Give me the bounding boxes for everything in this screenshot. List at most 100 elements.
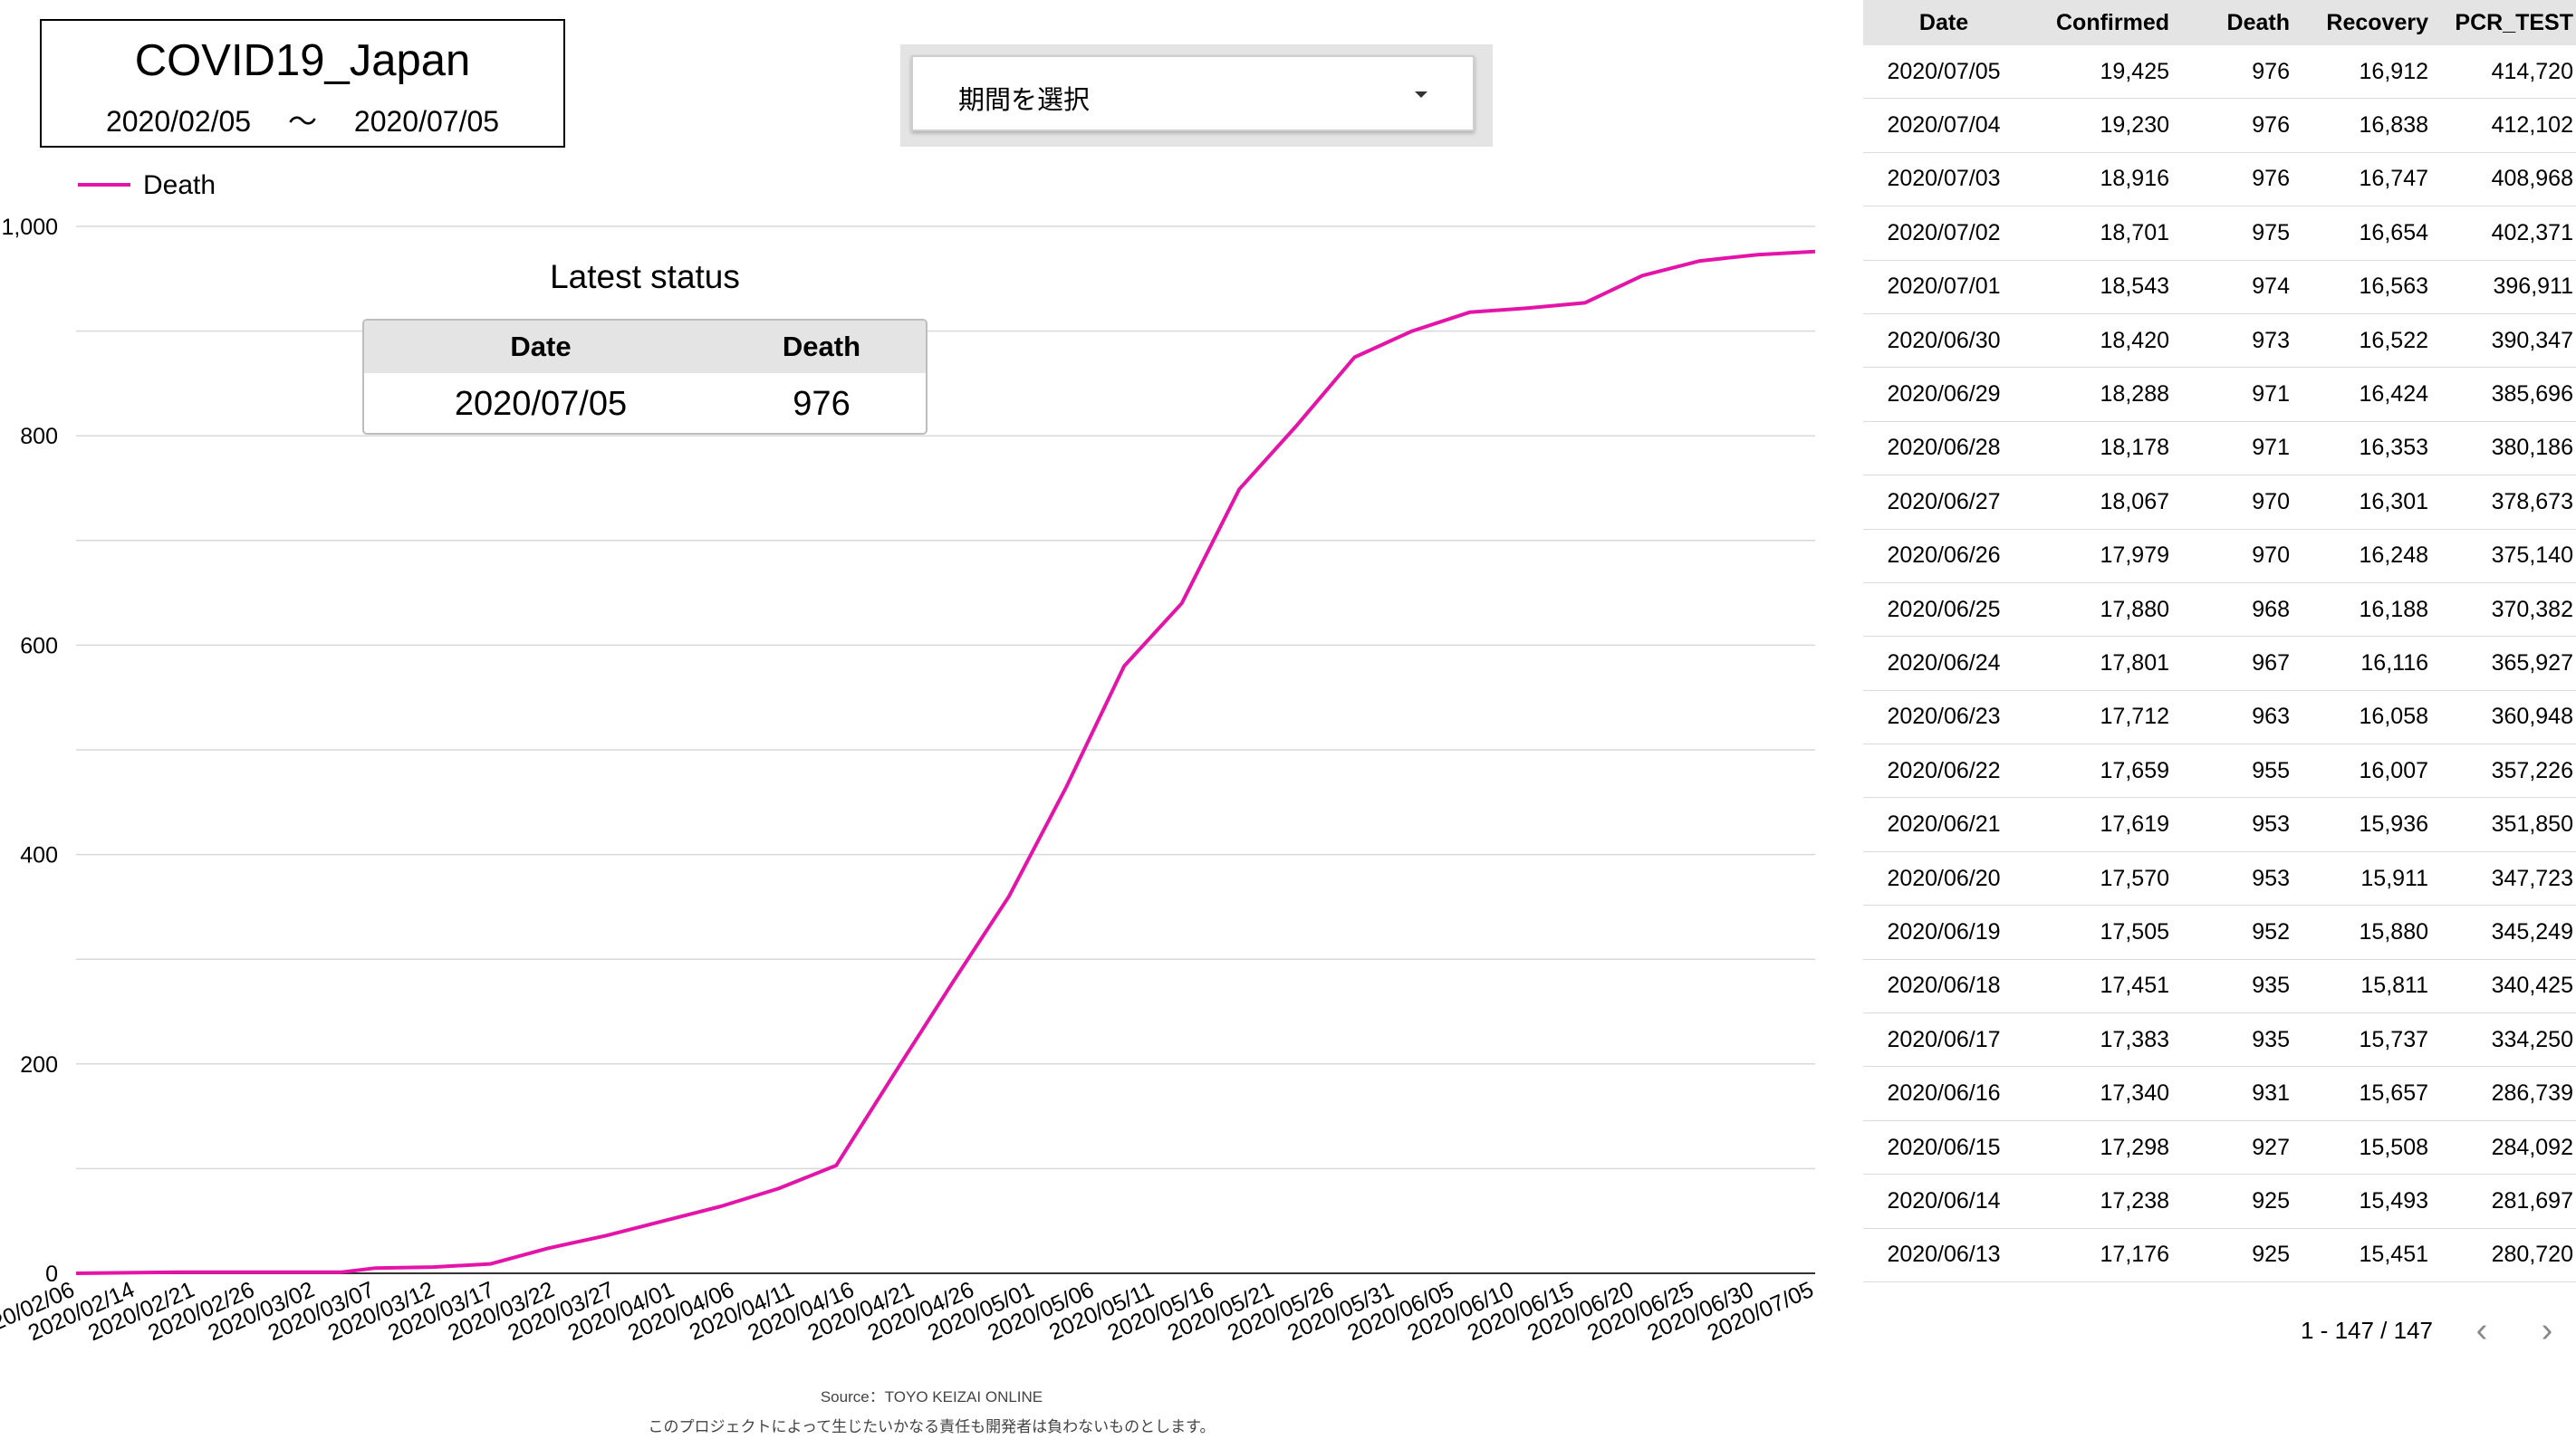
table-row[interactable]: 2020/06/27 18,067 970 16,301 378,673 [1863,475,2576,530]
y-tick-label: 0 [45,1262,58,1287]
date-range: 2020/02/05 〜 2020/07/05 [42,99,563,140]
table-row[interactable]: 2020/07/04 19,230 976 16,838 412,102 [1863,99,2576,153]
period-selector-container: 期間を選択 [900,44,1493,147]
table-row[interactable]: 2020/06/24 17,801 967 16,116 365,927 [1863,637,2576,691]
date-from: 2020/02/05 [105,105,252,138]
report-title: COVID19_Japan [134,36,471,85]
report-title-box: COVID19_Japan 2020/02/05 〜 2020/07/05 [40,19,565,148]
cell-date: 2020/06/13 [1887,1242,2001,1268]
cell-date: 2020/06/16 [1887,1080,2001,1107]
latest-status-card: Date Death 2020/07/05 976 [362,319,928,435]
cell-pcr-test: 370,382 [2491,596,2573,622]
table-row[interactable]: 2020/06/30 18,420 973 16,522 390,347 [1863,314,2576,369]
cell-confirmed: 17,570 [2100,865,2169,891]
cell-date: 2020/06/18 [1887,973,2001,999]
column-header-death[interactable]: Death [2226,9,2290,35]
cell-date: 2020/06/24 [1887,649,2001,676]
chevron-right-icon[interactable]: › [2541,1311,2553,1349]
cell-pcr-test: 347,723 [2491,865,2573,891]
cell-recovery: 16,747 [2359,166,2428,192]
cell-death: 967 [2252,649,2290,676]
cell-recovery: 15,737 [2359,1026,2428,1052]
period-selector-dropdown[interactable]: 期間を選択 [911,55,1475,131]
cell-death: 931 [2252,1080,2290,1107]
cell-date: 2020/06/30 [1887,327,2001,353]
latest-status-death-header: Death [782,331,861,362]
table-row[interactable]: 2020/06/26 17,979 970 16,248 375,140 [1863,530,2576,583]
table-row[interactable]: 2020/06/15 17,298 927 15,508 284,092 [1863,1121,2576,1176]
cell-pcr-test: 360,948 [2491,704,2573,730]
cell-date: 2020/06/29 [1887,381,2001,408]
table-row[interactable]: 2020/06/14 17,238 925 15,493 281,697 [1863,1175,2576,1229]
table-row[interactable]: 2020/06/29 18,288 971 16,424 385,696 [1863,368,2576,422]
table-row[interactable]: 2020/07/02 18,701 975 16,654 402,371 [1863,206,2576,261]
table-row[interactable]: 2020/07/05 19,425 976 16,912 414,720 [1863,45,2576,100]
cell-confirmed: 18,067 [2100,488,2169,514]
cell-confirmed: 17,801 [2100,649,2169,676]
cell-confirmed: 19,425 [2100,58,2169,84]
cell-recovery: 15,880 [2359,918,2428,945]
table-row[interactable]: 2020/06/23 17,712 963 16,058 360,948 [1863,691,2576,745]
cell-death: 968 [2252,596,2290,622]
cell-pcr-test: 396,911 [2493,273,2573,300]
series-line-death[interactable] [75,249,1816,1275]
column-header-pcr-test[interactable]: PCR_TEST [2455,9,2573,35]
cell-date: 2020/06/17 [1887,1026,2001,1052]
period-selector-label: 期間を選択 [958,84,1091,115]
cell-confirmed: 17,451 [2100,973,2169,999]
cell-death: 925 [2252,1187,2290,1214]
chart-legend: Death [78,170,216,201]
cell-confirmed: 18,420 [2100,327,2169,353]
data-table: Date Confirmed Death Recovery PCR_TEST 2… [1863,0,2576,1282]
cell-pcr-test: 412,102 [2491,112,2573,139]
column-header-confirmed[interactable]: Confirmed [2056,9,2169,35]
cell-date: 2020/06/27 [1887,488,2001,514]
table-row[interactable]: 2020/06/13 17,176 925 15,451 280,720 [1863,1229,2576,1282]
cell-death: 974 [2252,273,2290,300]
table-row[interactable]: 2020/07/01 18,543 974 16,563 396,911 [1863,261,2576,314]
cell-pcr-test: 414,720 [2491,58,2573,84]
table-row[interactable]: 2020/06/21 17,619 953 15,936 351,850 [1863,798,2576,852]
cell-confirmed: 17,340 [2100,1080,2169,1107]
cell-date: 2020/06/19 [1887,918,2001,945]
table-row[interactable]: 2020/06/16 17,340 931 15,657 286,739 [1863,1067,2576,1121]
latest-status-date-header: Date [510,331,572,362]
table-row[interactable]: 2020/06/28 18,178 971 16,353 380,186 [1863,422,2576,476]
column-header-date[interactable]: Date [1918,9,1969,35]
cell-death: 935 [2252,973,2290,999]
cell-pcr-test: 378,673 [2491,488,2573,514]
cell-date: 2020/06/21 [1887,811,2001,838]
cell-death: 976 [2252,112,2290,139]
table-row[interactable]: 2020/06/17 17,383 935 15,737 334,250 [1863,1013,2576,1068]
cell-pcr-test: 334,250 [2491,1026,2573,1052]
cell-recovery: 15,657 [2359,1080,2428,1107]
cell-date: 2020/07/03 [1887,166,2001,192]
table-row[interactable]: 2020/07/03 18,916 976 16,747 408,968 [1863,153,2576,207]
cell-pcr-test: 375,140 [2491,542,2573,569]
cell-death: 955 [2252,757,2290,783]
table-row[interactable]: 2020/06/19 17,505 952 15,880 345,249 [1863,906,2576,960]
cell-death: 973 [2252,327,2290,353]
cell-date: 2020/07/05 [1887,58,2001,84]
chevron-left-icon[interactable]: ‹ [2475,1311,2488,1349]
cell-pcr-test: 340,425 [2491,973,2573,999]
latest-status-death: 976 [793,384,851,423]
column-header-recovery[interactable]: Recovery [2326,9,2428,35]
cell-death: 976 [2252,58,2290,84]
cell-confirmed: 17,712 [2100,704,2169,730]
cell-confirmed: 17,505 [2100,918,2169,945]
table-row[interactable]: 2020/06/18 17,451 935 15,811 340,425 [1863,960,2576,1014]
cell-confirmed: 17,880 [2100,596,2169,622]
table-row[interactable]: 2020/06/20 17,570 953 15,911 347,723 [1863,852,2576,907]
cell-recovery: 16,116 [2360,649,2428,676]
cell-death: 970 [2252,542,2290,569]
table-row[interactable]: 2020/06/22 17,659 955 16,007 357,226 [1863,744,2576,799]
cell-confirmed: 17,619 [2100,811,2169,838]
cell-death: 975 [2252,219,2290,245]
y-tick-label: 1,000 [1,215,58,240]
table-row[interactable]: 2020/06/25 17,880 968 16,188 370,382 [1863,583,2576,638]
cell-recovery: 15,811 [2360,973,2428,999]
table-body: 2020/07/05 19,425 976 16,912 414,720 2020/07/… [1863,45,2576,1282]
cell-recovery: 16,248 [2359,542,2428,569]
pagination-text: 1 - 147 / 147 [2301,1317,2433,1344]
